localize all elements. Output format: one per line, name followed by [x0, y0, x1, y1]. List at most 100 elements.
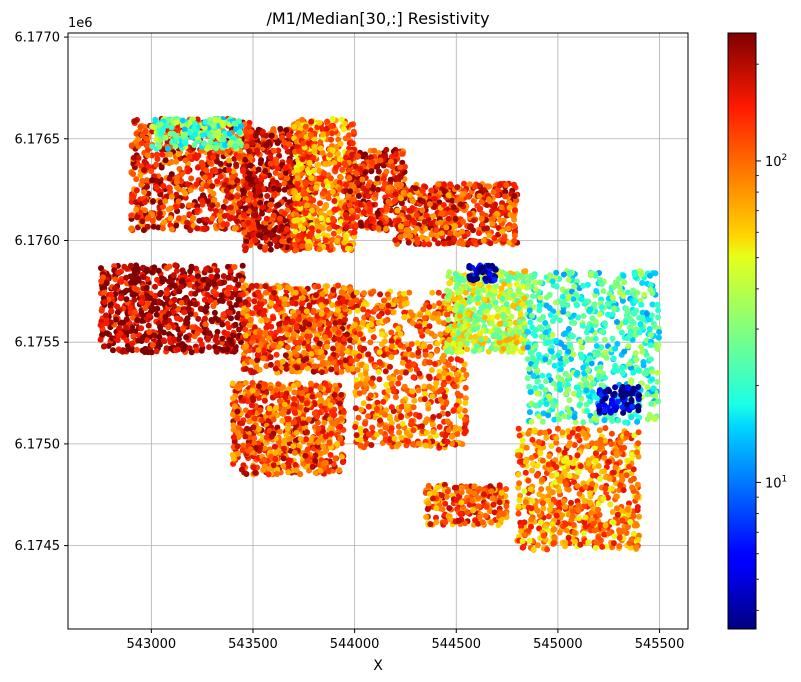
data-point [384, 206, 391, 213]
data-point [310, 368, 317, 375]
data-point [286, 158, 293, 165]
data-point [462, 384, 469, 391]
data-point [232, 225, 239, 232]
data-point [394, 207, 401, 214]
data-point [344, 245, 351, 252]
data-point [236, 129, 243, 136]
data-point [145, 214, 152, 221]
data-point [296, 148, 303, 155]
data-point [459, 191, 466, 198]
data-point [203, 167, 210, 174]
data-point [271, 237, 278, 244]
data-point [174, 315, 180, 322]
data-point [499, 228, 506, 235]
data-point [376, 220, 383, 227]
data-point [98, 265, 104, 272]
data-point [435, 289, 442, 296]
data-point [128, 225, 135, 232]
data-point [361, 290, 367, 297]
data-point [346, 175, 353, 182]
data-point [405, 438, 411, 445]
data-point [326, 225, 333, 232]
data-point [365, 431, 372, 438]
data-point [200, 225, 207, 232]
data-point [451, 383, 458, 390]
data-point [123, 337, 130, 344]
data-point [234, 193, 241, 200]
data-point [350, 128, 357, 135]
data-point [199, 201, 206, 208]
data-point [260, 355, 267, 362]
data-point [181, 214, 187, 221]
data-point [103, 312, 109, 319]
data-point [343, 214, 350, 221]
data-point [441, 188, 448, 195]
data-point [225, 284, 232, 291]
data-point [244, 133, 251, 140]
data-point [463, 371, 470, 378]
data-point [219, 335, 226, 342]
data-point [470, 217, 477, 224]
data-point [165, 206, 172, 213]
data-point [353, 297, 360, 304]
data-point [292, 289, 299, 296]
data-point [338, 289, 345, 296]
data-point [511, 181, 517, 188]
data-point [409, 312, 416, 319]
data-point [316, 223, 323, 230]
data-point [149, 217, 156, 224]
data-point [213, 144, 220, 151]
data-point [242, 332, 249, 339]
data-point [305, 245, 312, 252]
data-point [496, 182, 503, 189]
data-point [388, 354, 395, 361]
data-point [268, 300, 275, 307]
data-point [219, 321, 226, 328]
data-point [143, 142, 150, 149]
data-point [409, 388, 416, 395]
data-point [142, 207, 148, 214]
data-point [255, 166, 262, 173]
data-point [368, 216, 375, 223]
data-point [352, 405, 359, 412]
data-point [391, 435, 398, 442]
data-point [453, 371, 460, 378]
data-point [343, 224, 350, 231]
data-point [293, 200, 299, 207]
data-point [229, 209, 236, 216]
data-point [294, 216, 301, 223]
data-point [408, 421, 414, 428]
data-point [291, 123, 298, 130]
data-point [364, 375, 371, 382]
data-point [397, 342, 404, 349]
data-point [349, 365, 356, 372]
data-point [247, 162, 254, 169]
data-point [346, 132, 352, 139]
data-point [216, 280, 223, 287]
data-point [246, 322, 253, 329]
data-point [153, 177, 160, 184]
data-point [223, 187, 230, 194]
data-point [461, 180, 467, 187]
data-point [186, 202, 192, 209]
data-point [138, 140, 145, 147]
data-point [243, 128, 249, 135]
data-point [369, 316, 376, 322]
data-point [245, 197, 252, 204]
data-point [294, 181, 301, 188]
data-point [434, 340, 441, 347]
data-point [342, 233, 349, 240]
data-point [352, 424, 359, 430]
data-point [437, 219, 444, 226]
data-point [366, 208, 373, 215]
data-point [239, 187, 246, 194]
data-point [406, 289, 413, 296]
data-point [155, 298, 162, 305]
data-point [398, 434, 405, 441]
data-point [156, 143, 163, 150]
data-point [400, 398, 406, 405]
data-point [428, 187, 435, 194]
data-point [314, 233, 321, 240]
data-point [139, 132, 146, 139]
data-point [294, 195, 301, 202]
